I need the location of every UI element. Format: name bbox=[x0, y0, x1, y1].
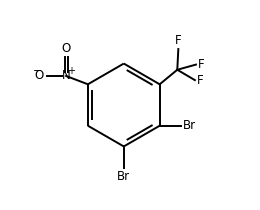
Text: O: O bbox=[62, 42, 71, 55]
Text: −: − bbox=[33, 66, 42, 76]
Text: F: F bbox=[175, 34, 182, 47]
Text: O: O bbox=[34, 70, 43, 83]
Text: Br: Br bbox=[183, 119, 196, 132]
Text: F: F bbox=[197, 74, 203, 87]
Text: N: N bbox=[62, 70, 70, 83]
Text: F: F bbox=[198, 58, 204, 71]
Text: +: + bbox=[67, 66, 75, 76]
Text: Br: Br bbox=[117, 170, 130, 183]
